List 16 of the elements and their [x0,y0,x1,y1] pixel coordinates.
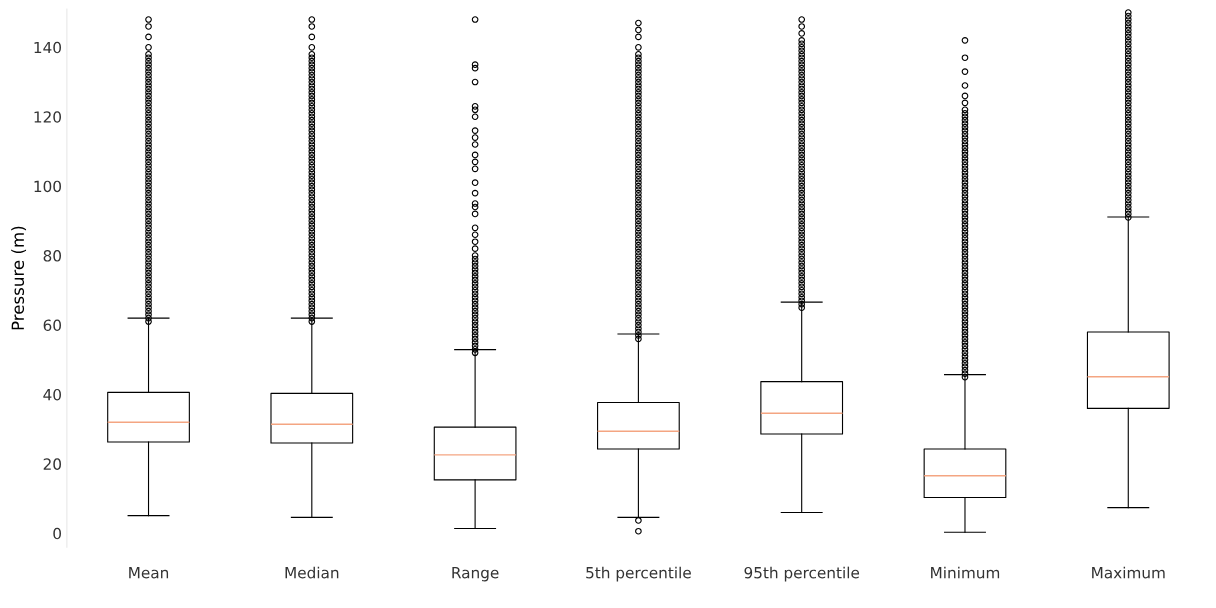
y-tick-label: 120 [34,111,61,123]
y-tick-label: 0 [53,527,61,540]
x-tick-label: 5th percentile [586,566,691,582]
x-tick-label: Mean [129,567,169,579]
x-tick-label: Maximum [1092,566,1165,579]
y-tick-label: 60 [43,319,61,332]
y-axis-title: Pressure (m) [11,226,27,330]
x-tick-label: Median [285,566,339,579]
x-tick-label: Minimum [931,566,1000,579]
x-tick-label: 95th percentile [744,566,860,582]
y-tick-label: 20 [43,458,61,470]
y-tick-label: 140 [34,41,61,54]
x-tick-label: Range [452,567,499,582]
y-tick-label: 80 [43,250,61,262]
y-tick-label: 40 [43,388,61,401]
y-tick-label: 100 [34,180,61,193]
